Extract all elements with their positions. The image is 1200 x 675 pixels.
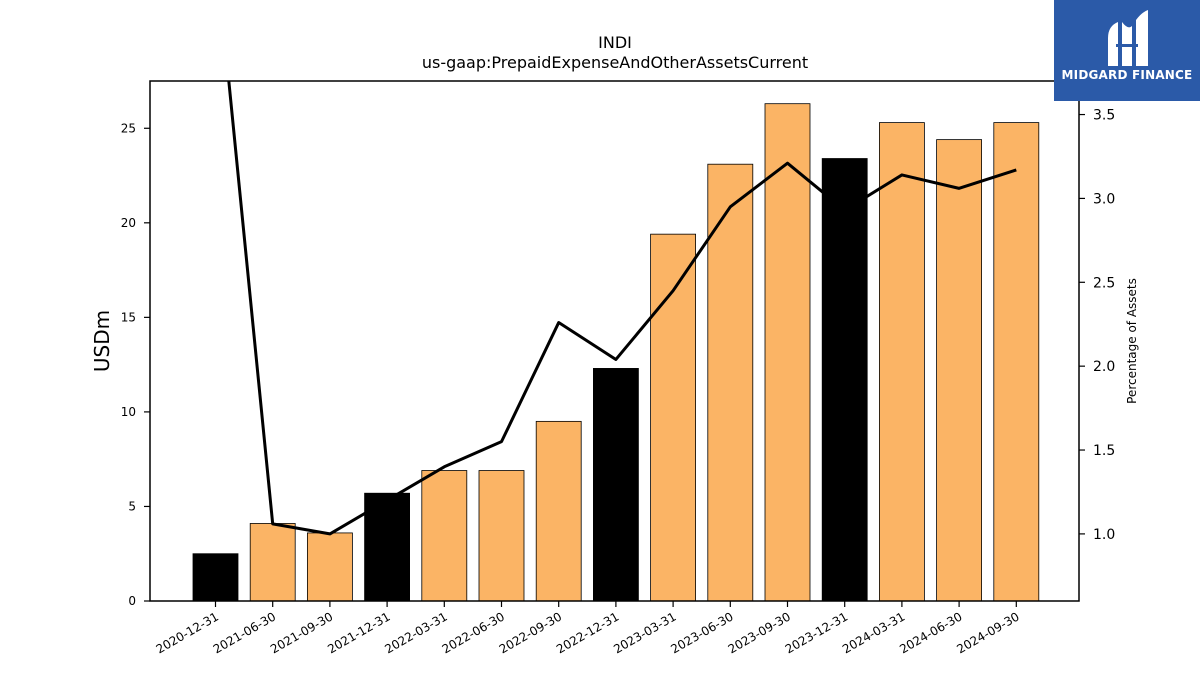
y-tick-label: 0 [128, 594, 136, 608]
y2-axis-label: Percentage of Assets [1125, 278, 1139, 404]
y-tick-label: 20 [121, 216, 136, 230]
y2-tick-label: 1.5 [1093, 443, 1115, 459]
x-tick-label: 2024-06-30 [897, 609, 964, 656]
chart-subtitle: us-gaap:PrepaidExpenseAndOtherAssetsCurr… [422, 53, 808, 72]
bar-series [192, 103, 1040, 602]
x-tick-label: 2023-09-30 [726, 609, 793, 656]
y2-tick-label: 3.0 [1093, 191, 1115, 207]
bar-2023-09-30 [764, 103, 811, 602]
bar-2022-03-31 [421, 470, 468, 602]
y2-tick-label: 3.5 [1093, 108, 1115, 124]
x-tick-label: 2021-12-31 [325, 609, 392, 656]
x-tick-label: 2023-03-31 [611, 609, 678, 656]
y2-tick-label: 2.0 [1093, 359, 1115, 375]
bar-2023-12-31 [821, 158, 868, 602]
y2-tick-label: 1.0 [1093, 527, 1115, 543]
logo-mark-icon [1108, 10, 1148, 66]
y2-tick-label: 2.5 [1093, 275, 1115, 291]
y-tick-label: 10 [121, 405, 136, 419]
y-tick-label: 25 [121, 121, 136, 135]
x-tick-label: 2024-03-31 [840, 609, 907, 656]
bar-2022-09-30 [535, 420, 582, 602]
y-axis-right: 1.0 1.5 2.0 2.5 3.0 3.5 [1079, 108, 1115, 543]
bar-2023-06-30 [707, 163, 754, 602]
percentage-line [227, 81, 1017, 536]
x-tick-label: 2021-06-30 [211, 609, 278, 656]
bar-2022-12-31 [593, 368, 639, 602]
y-tick-label: 15 [121, 310, 136, 324]
brand-logo: MIDGARD FINANCE [1054, 0, 1200, 101]
y-tick-label: 5 [128, 499, 136, 513]
y-axis-label: USDm [90, 310, 114, 372]
bar-2024-06-30 [936, 139, 982, 602]
x-tick-label: 2022-12-31 [554, 609, 621, 656]
bar-2020-12-31 [192, 553, 239, 602]
x-tick-label: 2021-09-30 [268, 609, 335, 656]
x-tick-label: 2023-12-31 [783, 609, 850, 656]
logo-text: MIDGARD FINANCE [1061, 68, 1193, 82]
bar-2024-09-30 [993, 122, 1040, 602]
x-tick-label: 2023-06-30 [668, 609, 735, 656]
plot-frame [149, 80, 1080, 602]
chart-title: INDI [598, 33, 632, 52]
bar-2021-12-31 [364, 492, 411, 602]
x-tick-label: 2022-06-30 [440, 609, 507, 656]
bar-2021-09-30 [306, 532, 353, 602]
x-tick-label: 2022-03-31 [382, 609, 449, 656]
bar-2024-03-31 [879, 122, 925, 602]
x-tick-label: 2020-12-31 [154, 609, 221, 656]
y-axis-left: 0 5 10 15 20 25 [121, 121, 150, 608]
line-series [227, 81, 1017, 536]
x-tick-label: 2022-09-30 [497, 609, 564, 656]
bar-2022-06-30 [478, 470, 525, 602]
x-tick-label: 2024-09-30 [954, 609, 1021, 656]
bar-2021-06-30 [249, 523, 296, 602]
x-axis: 2020-12-312021-06-302021-09-302021-12-31… [154, 601, 1022, 656]
